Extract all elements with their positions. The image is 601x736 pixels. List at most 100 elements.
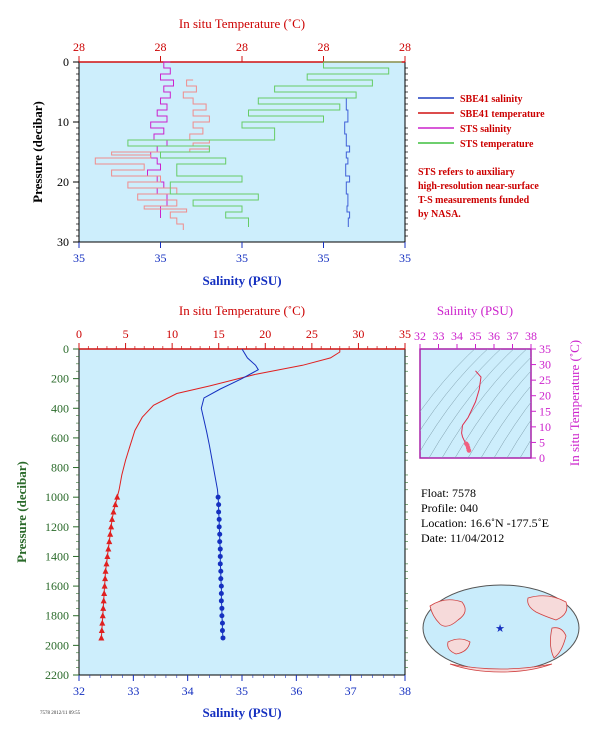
surface-top-axis-label: In situ Temperature (˚C) [179, 16, 305, 31]
legend-label: SBE41 salinity [460, 94, 523, 105]
profile-top-tick-label: 5 [123, 327, 129, 341]
salinity-marker [218, 576, 224, 582]
ts-top-ticks: 32 33 34 35 36 37 38 [414, 329, 537, 349]
world-map: ★ [422, 584, 580, 673]
ts-diagram: Salinity (PSU) In situ Temperature (˚C) … [414, 303, 582, 466]
temperature-marker [112, 501, 119, 508]
surface-y-tick-label: 10 [57, 115, 69, 129]
temperature-marker [107, 530, 114, 537]
density-contour [420, 349, 475, 413]
ts-density-contours [420, 349, 531, 458]
ts-top-tick-label: 33 [433, 329, 445, 343]
profile-y-tick-label: 200 [51, 372, 69, 386]
ts-right-tick-label: 20 [539, 389, 551, 403]
surface-bottom-tick-label: 35 [399, 251, 411, 265]
density-contour [420, 349, 501, 452]
profile-plot-area [78, 348, 406, 676]
temperature-marker [100, 604, 107, 611]
ts-right-tick-label: 25 [539, 373, 551, 387]
temperature-marker [104, 552, 111, 559]
density-contour [480, 385, 531, 458]
temperature-marker [106, 538, 113, 545]
temperature-marker [99, 612, 106, 619]
profile-y-tick-label: 400 [51, 401, 69, 415]
profile-bottom-tick-label: 38 [399, 684, 411, 698]
salinity-marker [217, 561, 223, 567]
density-contour [454, 356, 531, 458]
salinity-marker [218, 598, 224, 604]
salinity-marker [216, 524, 222, 530]
ts-top-tick-label: 35 [470, 329, 482, 343]
profile-bottom-axis-label: Salinity (PSU) [202, 705, 281, 720]
profile-y-tick-label: 600 [51, 431, 69, 445]
date: Date: 11/04/2012 [421, 531, 505, 545]
salinity-marker [219, 628, 225, 634]
surface-bottom-tick-label: 35 [318, 251, 330, 265]
ts-right-tick-label: 10 [539, 420, 551, 434]
profile-bottom-tick-label: 35 [236, 684, 248, 698]
surface-bottom-tick-label: 35 [236, 251, 248, 265]
ts-series [461, 370, 482, 453]
temperature-marker [100, 597, 107, 604]
density-contour [420, 349, 488, 431]
legend-label: STS salinity [460, 124, 511, 135]
profile-y-ticks: 0 200 400 600 800 1000 1200 1400 1600 1800 2000 220… [45, 342, 408, 682]
float-location-marker: ★ [495, 623, 505, 635]
ts-right-tick-label: 15 [539, 404, 551, 418]
temperature-marker [99, 619, 106, 626]
profile-top-tick-label: 20 [259, 327, 271, 341]
profile-y-tick-label: 1800 [45, 609, 69, 623]
surface-top-tick-label: 28 [318, 40, 330, 54]
temperature-marker [102, 575, 109, 582]
location: Location: 16.6˚N -177.5˚E [421, 516, 549, 530]
ts-right-tick-label: 30 [539, 358, 551, 372]
surface-chart: In situ Temperature (˚C) Salinity (PSU) … [30, 16, 411, 288]
profile-top-tick-label: 35 [399, 327, 411, 341]
salinity-marker [219, 605, 225, 611]
profile-top-tick-label: 0 [76, 327, 82, 341]
profile-bottom-tick-label: 37 [345, 684, 357, 698]
sts-note-line: by NASA. [418, 209, 461, 220]
salinity-marker [217, 539, 223, 545]
surface-y-tick-label: 30 [57, 235, 69, 249]
density-contour [441, 349, 527, 458]
sts-note-line: T-S measurements funded [418, 195, 530, 206]
map-land-south-america [550, 627, 567, 659]
salinity-marker [217, 546, 223, 552]
ts-right-tick-label: 35 [539, 342, 551, 356]
map-land-australia [447, 638, 471, 655]
ts-top-axis-label: Salinity (PSU) [437, 303, 513, 318]
density-contour [506, 419, 531, 458]
ts-top-tick-label: 36 [488, 329, 500, 343]
surface-top-tick-label: 28 [155, 40, 167, 54]
surface-y-tick-label: 20 [57, 175, 69, 189]
surface-y-tick-label: 0 [63, 55, 69, 69]
salinity-marker [216, 502, 222, 508]
profile-series-line [100, 349, 341, 639]
density-contour [519, 439, 531, 458]
temperature-marker [103, 560, 110, 567]
surface-top-tick-label: 28 [236, 40, 248, 54]
temperature-marker [98, 627, 105, 634]
legend: SBE41 salinity SBE41 temperature STS salin… [418, 94, 545, 150]
salinity-marker [220, 635, 226, 641]
profile-top-ticks: 0 5 10 15 20 25 30 35 [76, 327, 411, 349]
salinity-marker [217, 553, 223, 559]
surface-y-ticks: 0 10 20 30 [57, 55, 408, 249]
density-contour [428, 349, 514, 458]
surface-series-line [344, 98, 351, 227]
temperature-marker [101, 582, 108, 589]
profile-y-tick-label: 2200 [45, 668, 69, 682]
salinity-marker [215, 494, 221, 500]
surface-left-axis-label: Pressure (decibar) [30, 101, 45, 203]
profile-y-tick-label: 2000 [45, 638, 69, 652]
ts-right-tick-label: 0 [539, 451, 545, 465]
surface-series-line [127, 61, 402, 227]
salinity-marker [219, 613, 225, 619]
ts-right-tick-label: 5 [539, 435, 545, 449]
salinity-marker [218, 568, 224, 574]
temperature-marker [109, 515, 116, 522]
surface-top-tick-label: 28 [399, 40, 411, 54]
